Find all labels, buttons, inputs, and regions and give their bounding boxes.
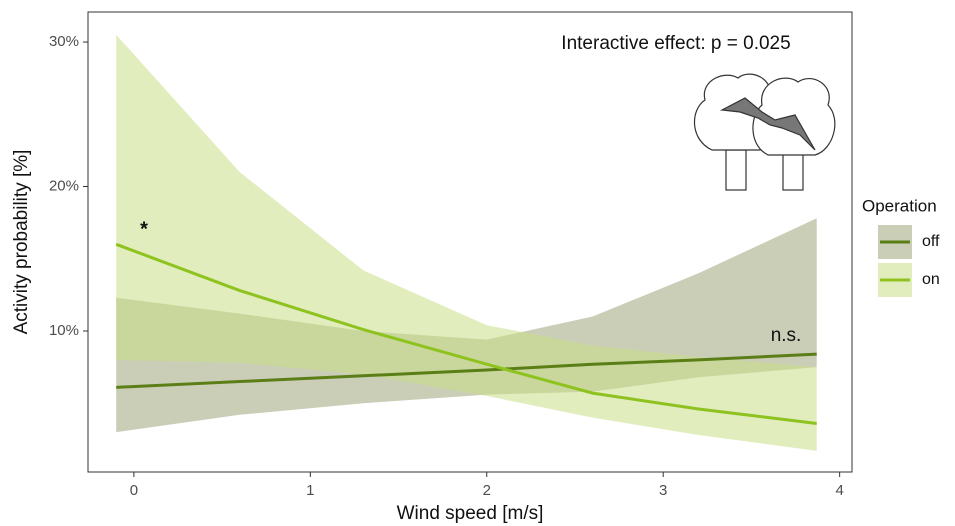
x-tick-label: 3 — [659, 482, 667, 499]
annotation: Interactive effect: p = 0.025 — [561, 33, 790, 54]
line — [116, 352, 817, 389]
legend-title: Operation — [862, 196, 937, 215]
annotation: n.s. — [771, 325, 802, 346]
x-tick-label: 4 — [835, 482, 843, 499]
y-tick-label: 10% — [49, 322, 79, 339]
legend-label: off — [922, 233, 940, 250]
confidence-band — [116, 34, 817, 451]
y-axis-label: Activity probability [%] — [11, 150, 32, 335]
annotation: * — [140, 218, 148, 240]
x-tick-label: 1 — [306, 482, 314, 499]
legend-label: on — [922, 271, 940, 288]
x-tick-label: 0 — [130, 482, 138, 499]
bat-tree-icon — [693, 73, 836, 191]
x-axis-label: Wind speed [m/s] — [397, 503, 544, 524]
y-tick-label: 20% — [49, 177, 79, 194]
line — [115, 242, 817, 425]
y-tick-label: 30% — [49, 33, 79, 50]
x-tick-label: 2 — [483, 482, 491, 499]
